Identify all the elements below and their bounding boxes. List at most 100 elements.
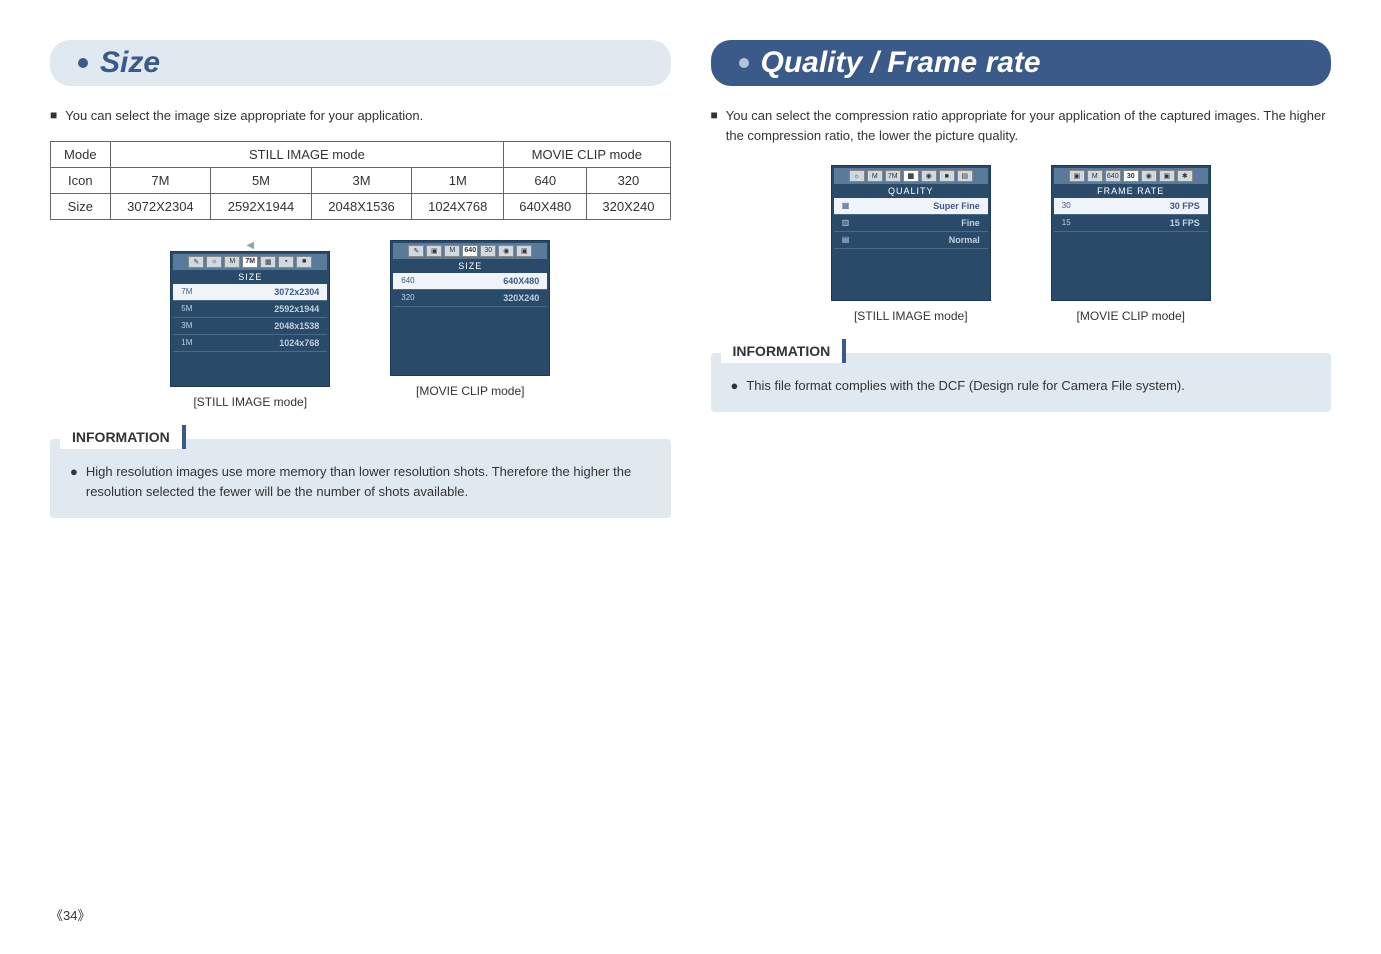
item-icon: 5M xyxy=(181,304,192,314)
item-label: 3072x2304 xyxy=(274,287,319,297)
menu-tab: ▦ xyxy=(260,256,276,268)
quality-menu-screens: ☼ M 7M ▦ ◉ ■ ▤ QUALITY ▦ Super Fine xyxy=(711,165,1332,323)
menu-item: 30 30 FPS xyxy=(1054,198,1208,215)
movie-clip-menu: ✎ ▣ M 640 30 ◉ ▣ SIZE 640 640X480 xyxy=(390,240,550,376)
menu-tab: ▣ xyxy=(426,245,442,257)
menu-body: 30 30 FPS 15 15 FPS xyxy=(1054,198,1208,298)
menu-item: 3M 2048x1538 xyxy=(173,318,327,335)
item-icon: 320 xyxy=(401,293,414,303)
table-cell: 640 xyxy=(504,167,587,193)
menu-tab: M xyxy=(867,170,883,182)
item-icon: 1M xyxy=(181,338,192,348)
item-label: Super Fine xyxy=(933,201,980,211)
menu-body: 7M 3072x2304 5M 2592x1944 3M 2048x1538 xyxy=(173,284,327,384)
bullet-icon: ■ xyxy=(50,106,57,126)
info-text: This file format complies with the DCF (… xyxy=(746,376,1185,397)
screen-caption: [MOVIE CLIP mode] xyxy=(1077,309,1186,323)
size-intro: ■ You can select the image size appropri… xyxy=(50,106,671,126)
info-content: ● This file format complies with the DCF… xyxy=(731,368,1312,397)
item-icon: ▦ xyxy=(842,201,850,211)
menu-item: 320 320X240 xyxy=(393,290,547,307)
item-label: 1024x768 xyxy=(279,338,319,348)
table-cell: Icon xyxy=(51,167,111,193)
screen-caption: [STILL IMAGE mode] xyxy=(193,395,307,409)
info-header: INFORMATION xyxy=(60,425,186,449)
item-label: Fine xyxy=(961,218,980,228)
table-cell: 320X240 xyxy=(587,193,670,219)
menu-tabs: ▣ M 640 30 ◉ ▣ ✱ xyxy=(1054,168,1208,184)
menu-body: 640 640X480 320 320X240 xyxy=(393,273,547,373)
item-label: 320X240 xyxy=(503,293,539,303)
left-column: Size ■ You can select the image size app… xyxy=(50,40,671,518)
table-cell: 1024X768 xyxy=(412,193,504,219)
framerate-menu: ▣ M 640 30 ◉ ▣ ✱ FRAME RATE 30 30 FPS xyxy=(1051,165,1211,301)
info-text: High resolution images use more memory t… xyxy=(86,462,651,504)
quality-intro-text: You can select the compression ratio app… xyxy=(726,106,1331,145)
menu-item: 15 15 FPS xyxy=(1054,215,1208,232)
table-cell: 5M xyxy=(211,167,312,193)
menu-tab: ✱ xyxy=(1177,170,1193,182)
size-table: Mode STILL IMAGE mode MOVIE CLIP mode Ic… xyxy=(50,141,671,220)
menu-item: ▤ Normal xyxy=(834,232,988,249)
quality-title: Quality / Frame rate xyxy=(761,46,1041,80)
table-cell: 2048X1536 xyxy=(311,193,412,219)
quality-info-box: INFORMATION ● This file format complies … xyxy=(711,353,1332,412)
movie-clip-screen-wrapper: ✎ ▣ M 640 30 ◉ ▣ SIZE 640 640X480 xyxy=(390,240,550,409)
still-image-menu: ✎ ☼ M 7M ▦ ▪ ■ SIZE 7M 3072x2304 xyxy=(170,251,330,387)
menu-tab: ▣ xyxy=(516,245,532,257)
info-content: ● High resolution images use more memory… xyxy=(70,454,651,504)
quality-still-menu: ☼ M 7M ▦ ◉ ■ ▤ QUALITY ▦ Super Fine xyxy=(831,165,991,301)
menu-tab: ▣ xyxy=(1159,170,1175,182)
menu-tab: ◉ xyxy=(1141,170,1157,182)
bullet-icon: ■ xyxy=(711,106,718,145)
item-icon: 7M xyxy=(181,287,192,297)
menu-tab: 30 xyxy=(480,245,496,257)
menu-tab: ▣ xyxy=(1069,170,1085,182)
table-cell: 2592X1944 xyxy=(211,193,312,219)
menu-tab: ■ xyxy=(296,256,312,268)
menu-tab: ▤ xyxy=(957,170,973,182)
table-cell: 320 xyxy=(587,167,670,193)
table-cell: 1M xyxy=(412,167,504,193)
table-cell: Size xyxy=(51,193,111,219)
quality-intro: ■ You can select the compression ratio a… xyxy=(711,106,1332,145)
menu-title: SIZE xyxy=(173,270,327,284)
item-label: 640X480 xyxy=(503,276,539,286)
table-cell: MOVIE CLIP mode xyxy=(504,141,670,167)
table-cell: 7M xyxy=(110,167,211,193)
menu-tab: ✎ xyxy=(188,256,204,268)
menu-tab-active: ▦ xyxy=(903,170,919,182)
menu-item: ▦ Super Fine xyxy=(834,198,988,215)
menu-tab: M xyxy=(444,245,460,257)
menu-tab: ☼ xyxy=(849,170,865,182)
still-image-screen-wrapper: ◀ ✎ ☼ M 7M ▦ ▪ ■ SIZE 7M xyxy=(170,240,330,409)
table-cell: Mode xyxy=(51,141,111,167)
right-column: Quality / Frame rate ■ You can select th… xyxy=(711,40,1332,518)
menu-tab: M xyxy=(1087,170,1103,182)
item-icon: ▤ xyxy=(842,235,850,245)
menu-tab: ◉ xyxy=(498,245,514,257)
menu-title: QUALITY xyxy=(834,184,988,198)
menu-item: 5M 2592x1944 xyxy=(173,301,327,318)
item-label: 2592x1944 xyxy=(274,304,319,314)
menu-tab: ■ xyxy=(939,170,955,182)
item-icon: 640 xyxy=(401,276,414,286)
table-cell: 3M xyxy=(311,167,412,193)
screen-caption: [MOVIE CLIP mode] xyxy=(416,384,525,398)
item-icon: 15 xyxy=(1062,218,1071,228)
menu-tab: ◉ xyxy=(921,170,937,182)
menu-tab-active: 30 xyxy=(1123,170,1139,182)
bullet-icon: ● xyxy=(731,376,739,397)
bullet-icon: ● xyxy=(70,462,78,504)
item-label: Normal xyxy=(949,235,980,245)
size-menu-screens: ◀ ✎ ☼ M 7M ▦ ▪ ■ SIZE 7M xyxy=(50,240,671,409)
menu-tab: ☼ xyxy=(206,256,222,268)
info-header: INFORMATION xyxy=(721,339,847,363)
menu-tabs: ✎ ☼ M 7M ▦ ▪ ■ xyxy=(173,254,327,270)
quality-still-wrapper: ☼ M 7M ▦ ◉ ■ ▤ QUALITY ▦ Super Fine xyxy=(831,165,991,323)
framerate-wrapper: ▣ M 640 30 ◉ ▣ ✱ FRAME RATE 30 30 FPS xyxy=(1051,165,1211,323)
menu-tab-active: 7M xyxy=(242,256,258,268)
item-label: 15 FPS xyxy=(1170,218,1200,228)
menu-tab: ✎ xyxy=(408,245,424,257)
menu-title: SIZE xyxy=(393,259,547,273)
